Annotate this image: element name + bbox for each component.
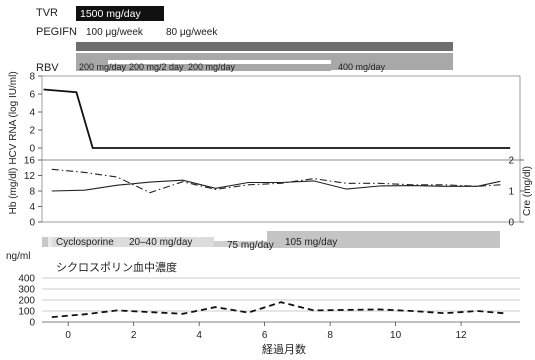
x-tick-label-3: 6 (262, 330, 268, 341)
pegifn-bar (76, 42, 453, 51)
tvr-label: TVR (36, 7, 58, 19)
hb-cre-series (51, 168, 501, 194)
x-tick-label-1: 2 (131, 330, 137, 341)
cyclosporine-unit-label: ng/ml (6, 251, 30, 262)
cyclosporine-bar-start (42, 237, 48, 247)
cyclosporine-y-tick-label-4: 400 (18, 274, 35, 285)
cyclosporine-bar-high (267, 231, 500, 248)
hcv-rna-y-axis: 0 2 4 6 8 (29, 72, 42, 155)
tvr-dose-label: 1500 mg/day (80, 8, 141, 20)
cre-y-tick-label-1: 1 (508, 187, 514, 198)
cre-y-label: Cre (mg/dl) (522, 166, 533, 216)
rbv-dose-4: 400 mg/day (338, 62, 386, 72)
hb-y-axis: 0 4 8 12 16 (24, 156, 42, 229)
cre-y-tick-label-0: 0 (508, 218, 514, 229)
hb-y-tick-label-0: 0 (29, 218, 35, 229)
cyclosporine-dose-1: 20–40 mg/day (129, 237, 192, 248)
hcv-rna-y-tick-label-1: 2 (29, 126, 35, 137)
cyclosporine-y-tick-label-0: 0 (29, 318, 35, 329)
hcv-rna-y-tick-label-0: 0 (29, 144, 35, 155)
hb-y-tick-label-2: 8 (29, 187, 35, 198)
cyclosporine-level-line (51, 301, 504, 318)
rbv-bar-high (76, 53, 331, 60)
pegifn-dose-2: 80 μg/week (166, 27, 218, 38)
hb-y-tick-label-3: 12 (24, 171, 36, 182)
cyclosporine-dose-3: 105 mg/day (285, 237, 337, 248)
cre-y-tick-label-2: 2 (508, 156, 514, 167)
cyclosporine-y-tick-label-3: 300 (18, 285, 35, 296)
cyclosporine-bar-low (52, 237, 214, 247)
hb-y-tick-label-1: 4 (29, 202, 35, 213)
hcv-rna-y-tick-label-2: 4 (29, 108, 35, 119)
x-axis-ticks: 0 2 4 6 8 10 12 (65, 322, 467, 341)
tvr-bar (76, 6, 164, 21)
cyclosporine-y-tick-label-1: 100 (18, 307, 35, 318)
pegifn-dose-1: 100 μg/week (86, 27, 144, 38)
hb-line (51, 179, 501, 192)
cyclosporine-dose-2: 75 mg/day (227, 240, 274, 251)
x-tick-label-5: 10 (390, 330, 402, 341)
cyclosporine-level-series (51, 301, 504, 318)
cyclosporine-level-title: シクロスポリン血中濃度 (56, 260, 177, 274)
hb-y-tick-label-4: 16 (24, 156, 36, 167)
x-tick-label-0: 0 (65, 330, 71, 341)
rbv-label: RBV (36, 62, 59, 74)
rbv-bar-400 (331, 53, 453, 70)
hb-y-label: Hb (mg/dl) (8, 168, 19, 215)
cyclosporine-bar-mid (214, 241, 267, 247)
cyclosporine-timeline: Cyclosporine 20–40 mg/day 75 mg/day 105 … (42, 231, 500, 251)
hcv-rna-series (43, 88, 511, 149)
rbv-dose-2: 200 mg/2 day (129, 62, 184, 72)
x-tick-label-2: 4 (196, 330, 202, 341)
hcv-rna-y-label: HCV RNA (log IU/ml) (8, 71, 19, 164)
hcv-rna-line (43, 88, 511, 149)
rbv-dose-3: 200 mg/day (188, 62, 236, 72)
rbv-dose-1: 200 mg/day (79, 62, 127, 72)
rbv-bar-200a (76, 60, 108, 71)
x-tick-label-4: 8 (327, 330, 333, 341)
x-tick-label-6: 12 (456, 330, 468, 341)
cyclosporine-bar-gap (48, 237, 52, 247)
rbv-bar-low (108, 64, 331, 71)
cre-y-axis: 0 1 2 (508, 156, 524, 229)
treatment-timeline: TVR 1500 mg/day PEGIFN 100 μg/week 80 μg… (36, 6, 453, 74)
x-axis-label: 経過月数 (262, 343, 306, 356)
pegifn-label: PEGIFN (36, 26, 77, 38)
cre-line (51, 168, 501, 194)
hcv-rna-panel: 0 2 4 6 8 HCV RNA (log IU/ml) (8, 71, 521, 165)
hcv-rna-y-tick-label-3: 6 (29, 90, 35, 101)
hcv-rna-y-tick-label-4: 8 (29, 72, 35, 83)
cyclosporine-y-tick-label-2: 200 (18, 296, 35, 307)
cyclosporine-label: Cyclosporine (56, 237, 114, 248)
hb-cre-frame (41, 159, 521, 223)
